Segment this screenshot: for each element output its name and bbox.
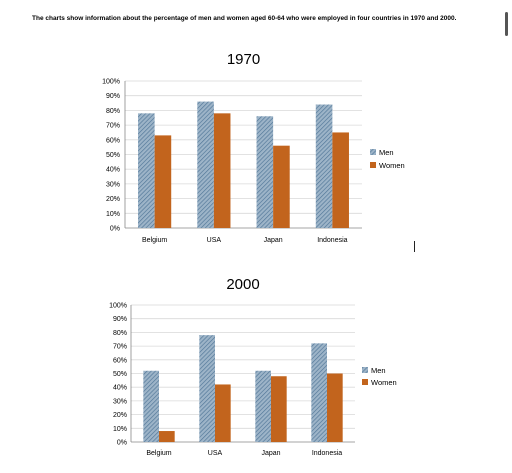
y-tick-label: 10% [113, 426, 127, 433]
bar-men-indonesia [315, 104, 333, 228]
legend-label-women: Women [371, 378, 397, 387]
bar-women-indonesia [327, 373, 343, 442]
legend-swatch-women [362, 379, 368, 385]
y-tick-label: 0% [110, 226, 120, 233]
x-category-label: Japan [261, 450, 280, 457]
y-tick-label: 90% [106, 93, 120, 100]
y-tick-label: 20% [113, 412, 127, 419]
bar-women-indonesia [332, 132, 349, 228]
legend-label-men: Men [371, 366, 386, 375]
bar-men-belgium [143, 370, 159, 442]
bar-women-usa [213, 113, 231, 228]
y-tick-label: 10% [106, 211, 120, 218]
bar-women-usa [215, 384, 231, 442]
bar-women-japan [271, 376, 287, 442]
bar-women-japan [273, 145, 290, 228]
x-category-label: Belgium [146, 450, 171, 457]
chart-title: 1970 [227, 51, 260, 68]
bar-men-usa [199, 335, 215, 442]
text-cursor [414, 241, 415, 252]
x-category-label: Japan [264, 237, 283, 244]
bar-women-belgium [154, 135, 172, 228]
bar-men-belgium [138, 113, 155, 228]
y-tick-label: 80% [113, 330, 127, 337]
y-tick-label: 50% [106, 152, 120, 159]
bar-women-belgium [159, 431, 175, 442]
legend-swatch-women [370, 162, 376, 168]
y-tick-label: 60% [106, 137, 120, 144]
bar-men-japan [255, 370, 271, 442]
y-tick-label: 80% [106, 108, 120, 115]
legend-label-men: Men [379, 148, 394, 157]
chart-title: 2000 [226, 276, 259, 293]
x-category-label: USA [208, 450, 223, 457]
legend-swatch-men [362, 367, 368, 373]
y-tick-label: 70% [106, 123, 120, 130]
x-category-label: USA [207, 237, 222, 244]
y-tick-label: 100% [102, 79, 120, 86]
y-tick-label: 30% [106, 181, 120, 188]
y-tick-label: 0% [117, 440, 127, 447]
y-tick-label: 100% [109, 303, 127, 310]
y-tick-label: 40% [113, 385, 127, 392]
y-tick-label: 40% [106, 167, 120, 174]
legend-swatch-men [370, 149, 376, 155]
y-tick-label: 70% [113, 344, 127, 351]
scrollbar-thumb[interactable] [505, 12, 508, 36]
y-tick-label: 60% [113, 357, 127, 364]
bar-men-indonesia [311, 343, 327, 442]
y-tick-label: 20% [106, 196, 120, 203]
x-category-label: Indonesia [317, 237, 347, 244]
chart-caption: The charts show information about the pe… [32, 15, 457, 22]
y-tick-label: 90% [113, 316, 127, 323]
legend-label-women: Women [379, 161, 405, 170]
bar-men-usa [197, 101, 214, 228]
x-category-label: Indonesia [312, 450, 342, 457]
x-category-label: Belgium [142, 237, 167, 244]
y-tick-label: 50% [113, 371, 127, 378]
y-tick-label: 30% [113, 398, 127, 405]
bar-men-japan [256, 116, 274, 228]
